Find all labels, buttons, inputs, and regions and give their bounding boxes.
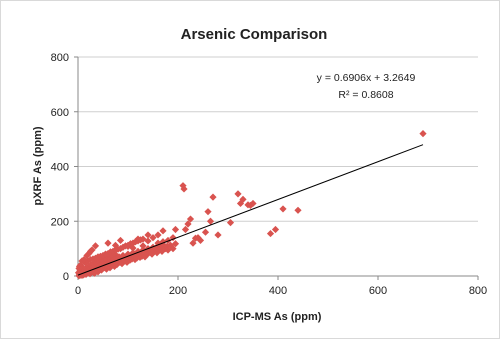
data-point (104, 240, 111, 247)
data-point (172, 226, 179, 233)
x-tick-label: 600 (369, 285, 387, 297)
x-tick-label: 400 (269, 285, 287, 297)
trendline-equation: y = 0.6906x + 3.2649 (317, 72, 416, 84)
data-point (272, 226, 279, 233)
x-tick-label: 0 (75, 285, 81, 297)
data-point (202, 229, 209, 236)
data-point (209, 194, 216, 201)
y-tick-label: 0 (63, 271, 69, 283)
gridlines (78, 57, 478, 221)
x-axis-title: ICP-MS As (ppm) (233, 311, 322, 323)
data-point (214, 231, 221, 238)
trendline (78, 145, 423, 275)
y-tick-label: 600 (51, 107, 69, 119)
data-points (75, 130, 427, 279)
data-point (204, 208, 211, 215)
y-tick-label: 200 (51, 216, 69, 228)
data-point (267, 230, 274, 237)
y-axis-title: pXRF As (ppm) (32, 126, 44, 205)
data-point (117, 237, 124, 244)
chart-title: Arsenic Comparison (181, 26, 328, 43)
y-tick-label: 400 (51, 162, 69, 174)
x-tick-label: 200 (169, 285, 187, 297)
x-tick-label: 800 (469, 285, 487, 297)
data-point (279, 205, 286, 212)
data-point (234, 190, 241, 197)
data-point (227, 219, 234, 226)
y-tick-label: 800 (51, 52, 69, 64)
data-point (159, 227, 166, 234)
trendline-r2: R² = 0.8608 (338, 89, 393, 101)
data-point (294, 207, 301, 214)
data-point (419, 130, 426, 137)
